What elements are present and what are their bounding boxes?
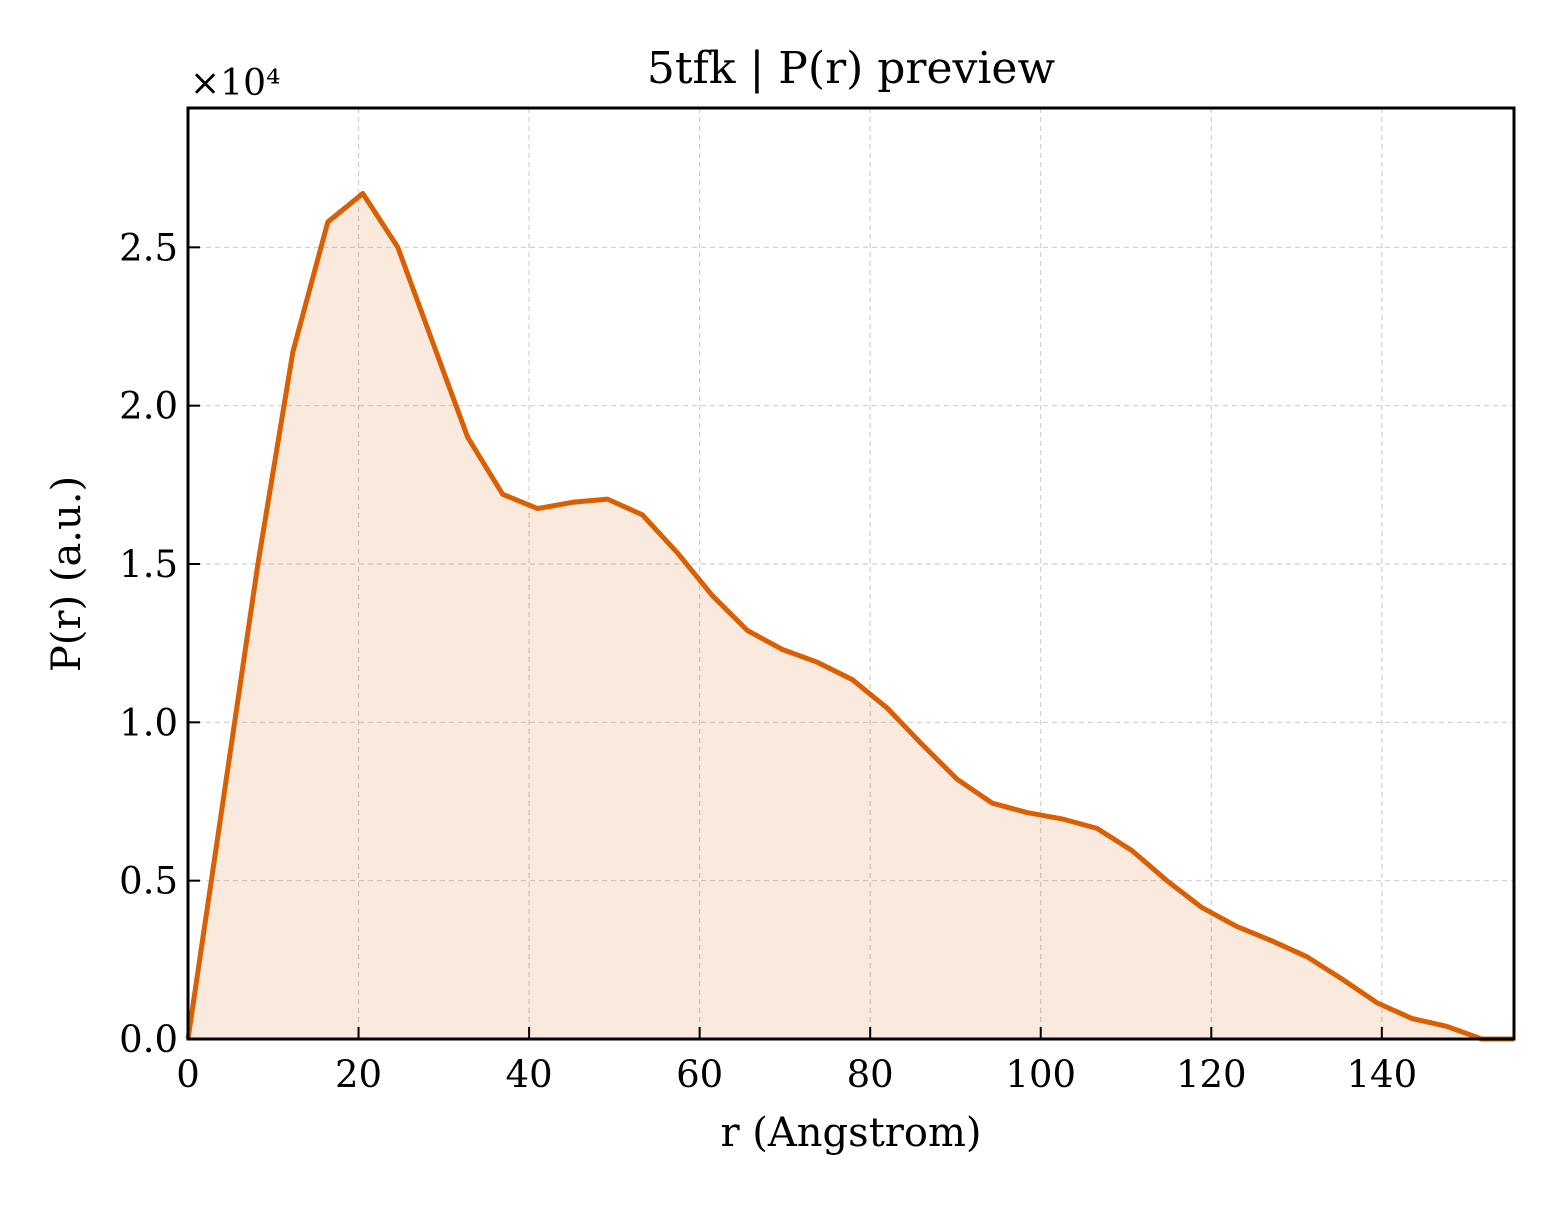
x-tick-label: 140 (1347, 1053, 1418, 1096)
y-tick-label: 0.5 (119, 860, 178, 903)
y-multiplier-label: ×10⁴ (190, 63, 280, 104)
y-tick-label: 1.5 (119, 543, 178, 586)
ticks: 0 20 40 60 80 100 120 140 0.0 0.5 1.0 1.5 2.0 2.5 (119, 226, 1417, 1096)
x-tick-label: 40 (506, 1053, 553, 1096)
plot-frame (186, 106, 1516, 1041)
x-tick-label: 80 (847, 1053, 894, 1096)
x-tick-label: 60 (676, 1053, 723, 1096)
x-tick-label: 120 (1176, 1053, 1247, 1096)
y-axis-label: P(r) (a.u.) (44, 476, 90, 672)
x-tick-label: 100 (1005, 1053, 1076, 1096)
y-tick-label: 2.5 (119, 226, 178, 269)
y-tick-label: 1.0 (119, 701, 178, 744)
y-tick-label: 2.0 (119, 385, 178, 428)
area-fill (188, 193, 1514, 1039)
x-tick-label: 0 (176, 1053, 200, 1096)
series-line (185, 191, 1514, 1042)
x-tick-label: 20 (335, 1053, 382, 1096)
x-axis-label: r (Angstrom) (720, 1110, 981, 1156)
grid (188, 108, 1514, 1039)
chart-title: 5tfk | P(r) preview (647, 43, 1056, 94)
y-tick-label: 0.0 (119, 1018, 178, 1061)
